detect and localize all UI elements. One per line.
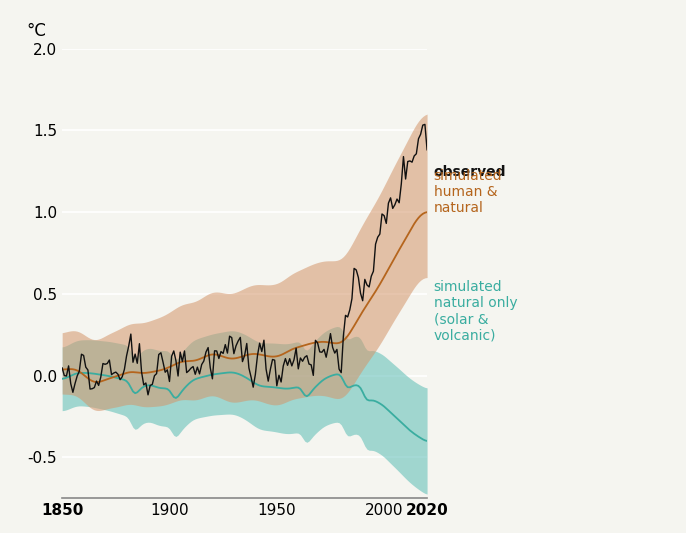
Y-axis label: °C: °C [27, 22, 47, 40]
Text: observed: observed [434, 165, 506, 179]
Text: simulated
human &
natural: simulated human & natural [434, 169, 502, 215]
Text: simulated
natural only
(solar &
volcanic): simulated natural only (solar & volcanic… [434, 280, 517, 343]
